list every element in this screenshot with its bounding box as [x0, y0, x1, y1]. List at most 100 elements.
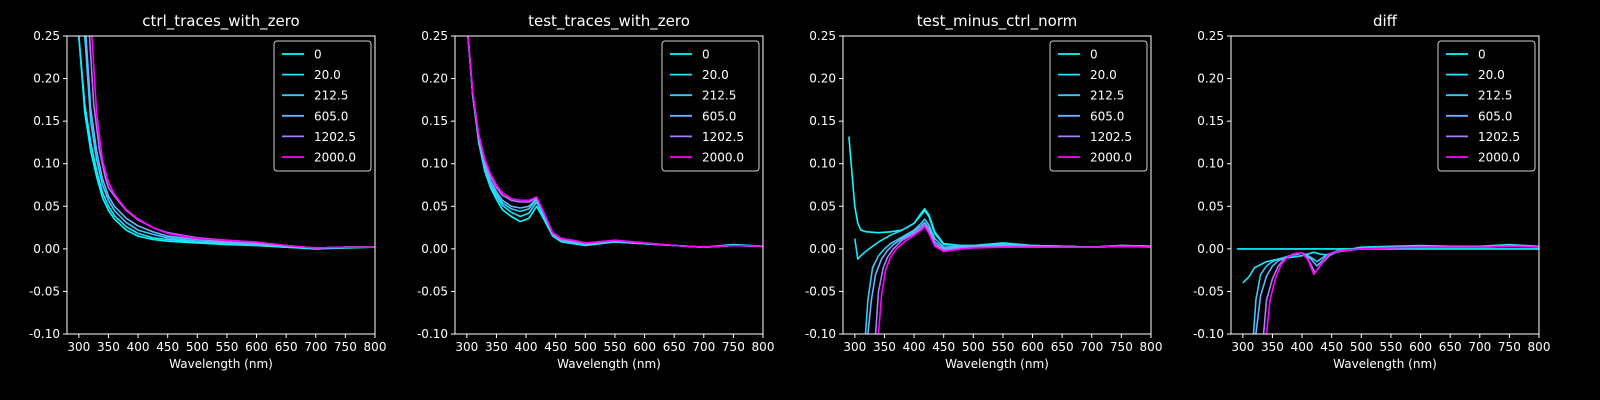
axes-frame — [66, 35, 376, 335]
y-tick-label: -0.05 — [29, 284, 60, 298]
legend-label: 0 — [702, 48, 710, 62]
x-tick-label: 750 — [1110, 340, 1133, 354]
x-tick-label: 450 — [156, 340, 179, 354]
legend: 0 20.0 212.5 605.0 1202.5 2000.0 — [273, 40, 372, 172]
y-tick-label: 0.20 — [809, 72, 836, 86]
y-tick-label: 0.05 — [809, 199, 836, 213]
legend-label: 212.5 — [314, 89, 348, 103]
chart-title: test_minus_ctrl_norm — [917, 12, 1078, 31]
x-tick-label: 700 — [1080, 340, 1103, 354]
series-line-1202.5 — [1262, 245, 1539, 334]
legend-label: 605.0 — [1090, 109, 1124, 123]
legend-label: 1202.5 — [1478, 130, 1520, 144]
x-tick-label: 750 — [722, 340, 745, 354]
legend-label: 1202.5 — [702, 130, 744, 144]
x-tick-label: 350 — [873, 340, 896, 354]
x-tick-label: 650 — [1439, 340, 1462, 354]
x-tick-label: 350 — [485, 340, 508, 354]
chart-title: ctrl_traces_with_zero — [142, 12, 299, 31]
x-tick-label: 650 — [663, 340, 686, 354]
plot-area — [1236, 243, 1539, 334]
plot-area — [467, 36, 763, 248]
series-line-212.5 — [1252, 244, 1539, 334]
y-tick-label: 0.00 — [33, 242, 60, 256]
x-tick-label: 650 — [275, 340, 298, 354]
y-tick-label: -0.10 — [805, 327, 836, 341]
legend-label: 212.5 — [702, 89, 736, 103]
x-tick-label: 500 — [186, 340, 209, 354]
legend-box — [661, 40, 760, 172]
x-tick-label: 700 — [304, 340, 327, 354]
x-tick-label: 600 — [245, 340, 268, 354]
x-axis-label: Wavelength (nm) — [557, 357, 661, 371]
y-tick-label: 0.10 — [809, 157, 836, 171]
y-tick-label: 0.20 — [421, 72, 448, 86]
x-tick-label: 400 — [903, 340, 926, 354]
y-tick-label: -0.10 — [1193, 327, 1224, 341]
x-tick-label: 700 — [692, 340, 715, 354]
x-tick-label: 800 — [752, 340, 775, 354]
axes-frame — [842, 35, 1152, 335]
plot-area — [848, 136, 1151, 334]
x-tick-label: 500 — [574, 340, 597, 354]
x-tick-label: 450 — [544, 340, 567, 354]
series-line-20.0 — [854, 209, 1151, 260]
plot-area — [78, 36, 375, 250]
y-tick-label: -0.10 — [417, 327, 448, 341]
y-tick-label: 0.15 — [33, 114, 60, 128]
x-axis-label: Wavelength (nm) — [1333, 357, 1437, 371]
legend-label: 0 — [1090, 48, 1098, 62]
y-tick-label: 0.00 — [809, 242, 836, 256]
legend-label: 212.5 — [1478, 89, 1512, 103]
legend-label: 2000.0 — [314, 151, 356, 165]
legend-label: 20.0 — [1478, 68, 1505, 82]
x-tick-label: 550 — [1379, 340, 1402, 354]
legend-box — [1437, 40, 1536, 172]
chart-panel-1: 300 350 400 450 500 550 600 650 700 750 800 -0.10 -0… — [417, 12, 775, 371]
legend-label: 0 — [1478, 48, 1486, 62]
x-tick-label: 300 — [67, 340, 90, 354]
legend-label: 1202.5 — [1090, 130, 1132, 144]
x-axis-label: Wavelength (nm) — [945, 357, 1049, 371]
legend: 0 20.0 212.5 605.0 1202.5 2000.0 — [661, 40, 760, 172]
legend-label: 2000.0 — [1090, 151, 1132, 165]
x-axis-label: Wavelength (nm) — [169, 357, 273, 371]
y-tick-label: 0.05 — [33, 199, 60, 213]
x-tick-label: 400 — [515, 340, 538, 354]
legend-label: 20.0 — [702, 68, 729, 82]
x-tick-label: 400 — [1291, 340, 1314, 354]
series-line-20.0 — [1242, 243, 1539, 284]
y-tick-label: -0.05 — [1193, 284, 1224, 298]
x-tick-label: 550 — [991, 340, 1014, 354]
y-tick-label: 0.20 — [1197, 72, 1224, 86]
chart-panel-2: 300 350 400 450 500 550 600 650 700 750 800 -0.10 -0… — [805, 12, 1163, 371]
legend-label: 605.0 — [314, 109, 348, 123]
x-tick-label: 550 — [215, 340, 238, 354]
x-tick-label: 750 — [1498, 340, 1521, 354]
axes-frame — [454, 35, 764, 335]
y-tick-label: 0.25 — [33, 29, 60, 43]
y-tick-label: 0.05 — [421, 199, 448, 213]
legend-label: 605.0 — [702, 109, 736, 123]
y-tick-label: -0.05 — [805, 284, 836, 298]
chart-title: test_traces_with_zero — [528, 12, 690, 31]
x-tick-label: 600 — [1409, 340, 1432, 354]
x-tick-label: 300 — [455, 340, 478, 354]
y-tick-label: 0.10 — [33, 157, 60, 171]
y-tick-label: 0.25 — [421, 29, 448, 43]
legend-box — [273, 40, 372, 172]
x-tick-label: 350 — [97, 340, 120, 354]
legend-label: 20.0 — [1090, 68, 1117, 82]
series-line-605.0 — [867, 221, 1151, 334]
x-tick-label: 750 — [334, 340, 357, 354]
x-tick-label: 800 — [1140, 340, 1163, 354]
legend-label: 1202.5 — [314, 130, 356, 144]
y-tick-label: 0.15 — [421, 114, 448, 128]
y-tick-label: 0.05 — [1197, 199, 1224, 213]
y-tick-label: 0.20 — [33, 72, 60, 86]
chart-panel-0: 300 350 400 450 500 550 600 650 700 750 800 -0.10 -0… — [29, 12, 387, 371]
chart-panel-3: 300 350 400 450 500 550 600 650 700 750 800 -0.10 -0… — [1193, 12, 1551, 371]
y-tick-label: 0.15 — [1197, 114, 1224, 128]
x-tick-label: 550 — [603, 340, 626, 354]
series-line-2000.0 — [91, 36, 375, 249]
